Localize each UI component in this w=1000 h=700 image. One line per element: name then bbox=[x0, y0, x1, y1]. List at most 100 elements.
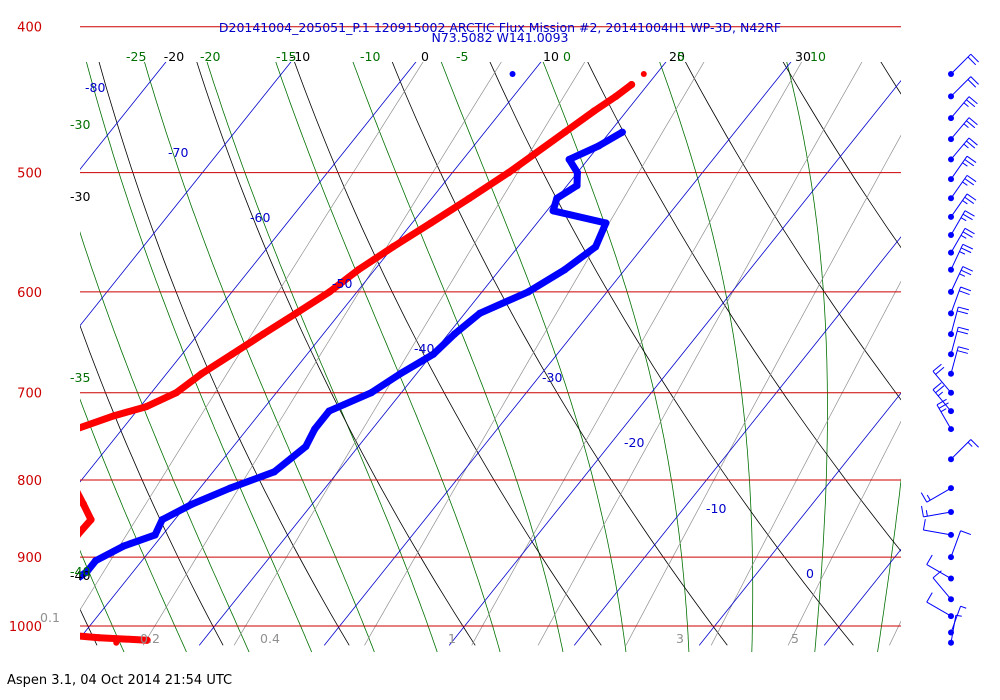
wind-barb-staff bbox=[950, 306, 959, 335]
wind-barb-flag bbox=[935, 366, 945, 375]
wind-barb-staff bbox=[923, 529, 952, 536]
moist-adiabat-line bbox=[659, 62, 754, 652]
wind-barb-staff bbox=[950, 53, 972, 75]
wind-barb-flag bbox=[958, 346, 970, 351]
wind-barb-base bbox=[948, 508, 954, 515]
temperature-point bbox=[54, 631, 61, 638]
wind-barb-flag bbox=[967, 56, 977, 66]
dry-adiabat-line bbox=[880, 62, 901, 95]
moist-adiabat-line bbox=[939, 19, 1000, 658]
dewpoint-point bbox=[573, 169, 581, 177]
wind-barb-staff bbox=[926, 487, 952, 503]
temperature-point bbox=[561, 128, 569, 136]
wind-barb-staff bbox=[950, 266, 964, 293]
moist-adiabat-line bbox=[206, 62, 438, 652]
dry-adiabat-line bbox=[294, 62, 602, 646]
temperature-point bbox=[325, 288, 334, 296]
moist-adiabat-line bbox=[877, 477, 901, 652]
moist-adiabat-label: -15 bbox=[276, 49, 296, 64]
chart-subtitle: N73.5082 W141.0093 bbox=[431, 30, 569, 45]
mixing-ratio-label: 0.4 bbox=[260, 631, 280, 646]
wind-barb-flag bbox=[966, 174, 977, 183]
temperature-point bbox=[35, 602, 42, 609]
wind-barb-half-flag bbox=[963, 143, 969, 149]
temperature-point bbox=[259, 330, 267, 338]
temperature-point bbox=[228, 350, 236, 358]
wind-barb-flag bbox=[921, 505, 924, 517]
temperature-profile bbox=[35, 71, 647, 646]
dewpoint-point bbox=[565, 155, 573, 164]
mixing-ratio-line bbox=[537, 62, 863, 646]
wind-barb-flag bbox=[922, 519, 926, 531]
wind-barb-flag bbox=[968, 117, 978, 126]
wind-barb-half-flag bbox=[937, 391, 944, 397]
wind-barb-half-flag bbox=[959, 273, 966, 277]
moist-adiabat-line bbox=[352, 62, 564, 652]
dewpoint-point bbox=[618, 128, 626, 136]
dewpoint-point bbox=[549, 207, 557, 215]
top-temperature-label: -20 bbox=[164, 49, 184, 64]
dewpoint-point bbox=[476, 309, 484, 317]
wind-barb-half-flag bbox=[962, 181, 968, 186]
chart-title: D20141004_205051_P.1 120915002 ARCTIC Fl… bbox=[218, 20, 782, 35]
isotherm-label: -20 bbox=[624, 435, 644, 450]
moist-adiabat-label: -35 bbox=[70, 370, 90, 385]
dewpoint-point bbox=[9, 606, 16, 613]
wind-barb-half-flag bbox=[926, 494, 931, 501]
mixing-ratio-lines bbox=[80, 62, 901, 646]
wind-barb-half-flag bbox=[962, 200, 968, 205]
wind-barb-staff bbox=[950, 193, 968, 218]
wind-barb-staff bbox=[950, 137, 970, 160]
moist-adiabat-line bbox=[80, 231, 250, 652]
wind-barb-flag bbox=[957, 330, 968, 335]
wind-barb-staff bbox=[950, 346, 959, 374]
temperature-point bbox=[44, 561, 51, 568]
mixing-ratio-label: 0.1 bbox=[40, 610, 60, 625]
isotherm-line bbox=[80, 62, 542, 639]
wind-barb-flag bbox=[966, 120, 976, 129]
wind-barb-flag bbox=[932, 382, 942, 391]
isotherm-line bbox=[448, 79, 901, 646]
wind-barb-flag bbox=[967, 79, 977, 88]
dewpoint-point bbox=[524, 288, 532, 296]
mixing-ratio-label: 1 bbox=[448, 631, 456, 646]
wind-barb-flag bbox=[968, 137, 978, 146]
top-temperature-label: -10 bbox=[290, 49, 310, 64]
wind-barb-staff bbox=[926, 601, 952, 617]
temperature-point bbox=[612, 92, 620, 101]
temperature-isolated-point bbox=[113, 639, 120, 646]
wind-barb-flag bbox=[932, 363, 942, 372]
isotherm-line bbox=[698, 392, 901, 646]
dry-adiabat-line bbox=[80, 324, 224, 646]
top-temperature-label: 10 bbox=[543, 49, 559, 64]
isotherm-label: -10 bbox=[706, 501, 726, 516]
top-temperature-label: 30 bbox=[795, 49, 811, 64]
dewpoint-point bbox=[591, 243, 600, 251]
isotherm-label: -60 bbox=[250, 210, 270, 225]
wind-barb-half-flag bbox=[960, 234, 967, 239]
dewpoint-point bbox=[325, 407, 333, 415]
moist-adiabat-label: -25 bbox=[126, 49, 146, 64]
mixing-ratio-line bbox=[471, 62, 803, 646]
wind-barb-flag bbox=[964, 227, 975, 235]
wind-barb-flag bbox=[957, 350, 968, 354]
wind-barb-flag bbox=[962, 213, 973, 221]
pressure-tick-label: 600 bbox=[17, 286, 42, 301]
dewpoint-point bbox=[602, 219, 610, 227]
moist-adiabat-label: -20 bbox=[200, 49, 220, 64]
wind-barb-staff bbox=[950, 244, 964, 270]
wind-barb-staff bbox=[950, 210, 966, 236]
wind-barb-staff bbox=[936, 404, 952, 430]
dewpoint-point bbox=[367, 389, 375, 397]
wind-barb-flag bbox=[935, 385, 945, 394]
isotherm-label: 0 bbox=[806, 566, 814, 581]
dewpoint-point bbox=[62, 589, 69, 596]
wind-barb-staff bbox=[950, 175, 968, 199]
wind-barb-flag bbox=[966, 155, 977, 163]
dry-adiabat-line bbox=[782, 62, 901, 249]
wind-barb-staff bbox=[950, 327, 959, 355]
temperature-point bbox=[71, 485, 78, 492]
mixing-ratio-line bbox=[787, 420, 901, 646]
dewpoint-point bbox=[573, 182, 581, 190]
pressure-tick-label: 1000 bbox=[9, 620, 42, 635]
